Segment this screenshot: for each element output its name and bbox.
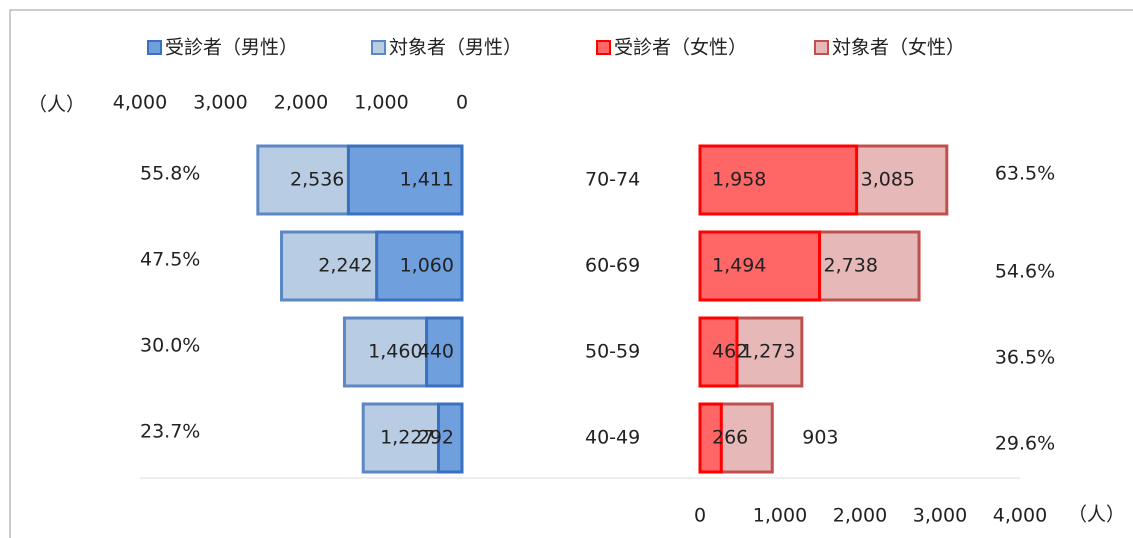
x-tick-label: 2,000 [274,92,328,114]
rate-label: 30.0% [140,335,200,357]
data-label: 292 [418,427,454,449]
legend-label: 受診者（男性） [165,37,298,59]
data-label: 1,060 [400,255,454,277]
data-label: 1,411 [400,169,454,191]
legend-swatch [147,40,162,55]
data-label: 1,273 [741,341,795,363]
chart-border [9,9,1133,538]
legend-label: 対象者（女性） [832,37,965,59]
data-label: 1,494 [712,255,766,277]
legend-label: 対象者（男性） [389,37,522,59]
data-label: 1,460 [368,341,422,363]
x-tick-label: 4,000 [113,92,167,114]
data-label: 903 [802,427,838,449]
rate-label: 55.8% [140,163,200,185]
data-label: 3,085 [861,169,915,191]
x-tick-label: 1,000 [753,505,807,527]
rate-label: 23.7% [140,421,200,443]
bar [698,402,723,474]
data-label: 440 [418,341,454,363]
rate-label: 63.5% [995,163,1055,185]
x-unit-left: （人） [28,94,85,116]
x-tick-label: 0 [456,92,468,114]
x-unit-right: （人） [1068,504,1125,526]
category-label: 60-69 [585,255,640,277]
bar [698,230,822,302]
legend-swatch [814,40,829,55]
data-label: 266 [712,427,748,449]
bar [346,144,464,216]
bar [698,144,859,216]
x-tick-label: 3,000 [193,92,247,114]
x-tick-label: 1,000 [354,92,408,114]
x-tick-label: 2,000 [833,505,887,527]
category-label: 40-49 [585,427,640,449]
data-label: 2,738 [824,255,878,277]
rate-label: 36.5% [995,347,1055,369]
bar [375,230,464,302]
category-label: 70-74 [585,169,640,191]
data-label: 2,536 [290,169,344,191]
data-label: 1,958 [712,169,766,191]
data-label: 2,242 [318,255,372,277]
bar [698,316,739,388]
category-label: 50-59 [585,341,640,363]
rate-label: 47.5% [140,249,200,271]
rate-label: 54.6% [995,261,1055,283]
legend-label: 受診者（女性） [614,37,747,59]
legend-swatch [371,40,386,55]
x-tick-label: 3,000 [913,505,967,527]
x-tick-label: 4,000 [993,505,1047,527]
data-label: 1,227 [380,427,434,449]
bar [425,316,464,388]
bar [436,402,464,474]
rate-label: 29.6% [995,433,1055,455]
legend-swatch [596,40,611,55]
data-label: 462 [712,341,748,363]
x-tick-label: 0 [694,505,706,527]
